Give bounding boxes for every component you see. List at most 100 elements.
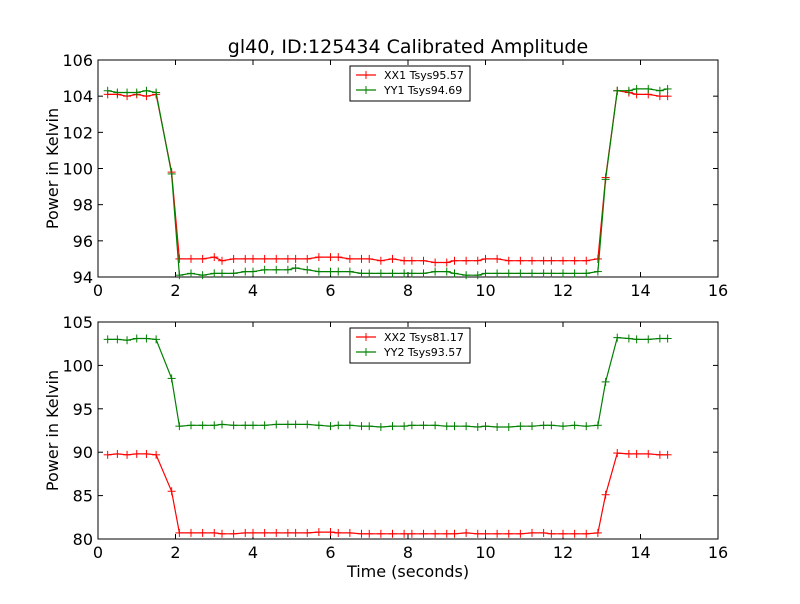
data-point bbox=[345, 267, 354, 276]
data-point bbox=[229, 269, 238, 278]
data-point bbox=[462, 256, 471, 265]
data-point bbox=[462, 271, 471, 280]
data-point bbox=[528, 256, 536, 265]
data-point bbox=[187, 269, 195, 278]
data-point bbox=[431, 267, 440, 276]
data-point bbox=[249, 267, 257, 276]
data-point bbox=[152, 88, 161, 97]
data-point bbox=[376, 423, 385, 432]
x-tick-label: 10 bbox=[475, 281, 495, 300]
y-tick-label: 85 bbox=[73, 487, 93, 506]
chart-panel-1: 0 2 4 6 8 10 12 14 16 94 96 98 100 102 104 106 gl40, ID:… bbox=[43, 36, 728, 300]
data-point bbox=[187, 421, 195, 430]
data-point bbox=[357, 422, 366, 431]
data-point bbox=[198, 528, 207, 537]
data-point bbox=[303, 528, 312, 537]
x-tick-label: 8 bbox=[403, 543, 413, 562]
data-point bbox=[559, 422, 567, 431]
data-point bbox=[218, 529, 226, 538]
data-point bbox=[357, 269, 366, 278]
data-point bbox=[504, 529, 513, 538]
data-point bbox=[419, 269, 428, 278]
data-point bbox=[539, 256, 548, 265]
data-point bbox=[198, 421, 207, 430]
data-point bbox=[218, 420, 226, 429]
x-tick-label: 0 bbox=[93, 281, 103, 300]
data-point bbox=[593, 254, 602, 263]
data-point bbox=[407, 529, 416, 538]
data-point bbox=[400, 269, 409, 278]
data-point bbox=[303, 265, 312, 274]
data-point bbox=[260, 265, 269, 274]
data-point bbox=[632, 84, 641, 93]
data-point bbox=[175, 254, 184, 263]
data-point bbox=[481, 422, 490, 431]
data-point bbox=[504, 423, 513, 432]
data-point bbox=[559, 256, 567, 265]
data-point bbox=[570, 421, 579, 430]
data-point bbox=[218, 269, 226, 278]
data-point bbox=[218, 256, 226, 265]
data-point bbox=[334, 421, 343, 430]
data-point bbox=[450, 422, 459, 431]
data-point bbox=[229, 254, 238, 263]
data-point bbox=[407, 269, 416, 278]
data-point bbox=[249, 254, 257, 263]
data-point bbox=[210, 421, 219, 430]
x-tick-label: 2 bbox=[170, 281, 180, 300]
data-point bbox=[593, 528, 602, 537]
data-point bbox=[388, 422, 397, 431]
data-point bbox=[272, 265, 281, 274]
y-axis-label: Power in Kelvin bbox=[43, 108, 62, 229]
x-tick-label: 10 bbox=[475, 543, 495, 562]
data-point bbox=[632, 335, 641, 344]
data-point bbox=[601, 490, 610, 499]
data-point bbox=[123, 336, 132, 345]
x-tick-label: 4 bbox=[248, 543, 258, 562]
data-point bbox=[450, 256, 459, 265]
data-point bbox=[450, 269, 459, 278]
data-point bbox=[260, 254, 269, 263]
data-point bbox=[152, 450, 161, 459]
data-point bbox=[291, 263, 300, 272]
data-point bbox=[167, 374, 176, 383]
data-point bbox=[539, 421, 548, 430]
data-point bbox=[283, 254, 292, 263]
data-point bbox=[442, 422, 451, 431]
data-point bbox=[103, 335, 112, 344]
data-point bbox=[345, 528, 354, 537]
data-point bbox=[175, 422, 184, 431]
x-tick-label: 16 bbox=[708, 543, 728, 562]
y-tick-label: 100 bbox=[62, 356, 93, 375]
data-point bbox=[357, 529, 366, 538]
data-point bbox=[663, 450, 672, 459]
data-point bbox=[291, 254, 300, 263]
data-point bbox=[493, 254, 502, 263]
x-tick-label: 2 bbox=[170, 543, 180, 562]
legend: XX1 Tsys95.57 YY1 Tsys94.69 bbox=[349, 65, 471, 102]
data-point bbox=[450, 529, 459, 538]
data-point bbox=[613, 333, 622, 342]
data-point bbox=[103, 450, 112, 459]
data-point bbox=[644, 335, 653, 344]
data-point bbox=[528, 269, 536, 278]
data-point bbox=[283, 265, 292, 274]
legend-item: YY1 Tsys94.69 bbox=[356, 84, 462, 97]
data-point bbox=[547, 529, 556, 538]
data-point bbox=[624, 334, 633, 343]
data-point bbox=[481, 254, 490, 263]
x-tick-label: 6 bbox=[325, 543, 335, 562]
y-axis-label: Power in Kelvin bbox=[43, 370, 62, 491]
data-point bbox=[187, 254, 195, 263]
data-point bbox=[303, 420, 312, 429]
chart-title: gl40, ID:125434 Calibrated Amplitude bbox=[228, 36, 588, 58]
data-point bbox=[388, 254, 397, 263]
data-point bbox=[334, 253, 343, 262]
data-point bbox=[260, 421, 269, 430]
data-point bbox=[241, 254, 250, 263]
data-point bbox=[314, 528, 323, 537]
data-point bbox=[632, 449, 641, 458]
data-point bbox=[407, 256, 416, 265]
